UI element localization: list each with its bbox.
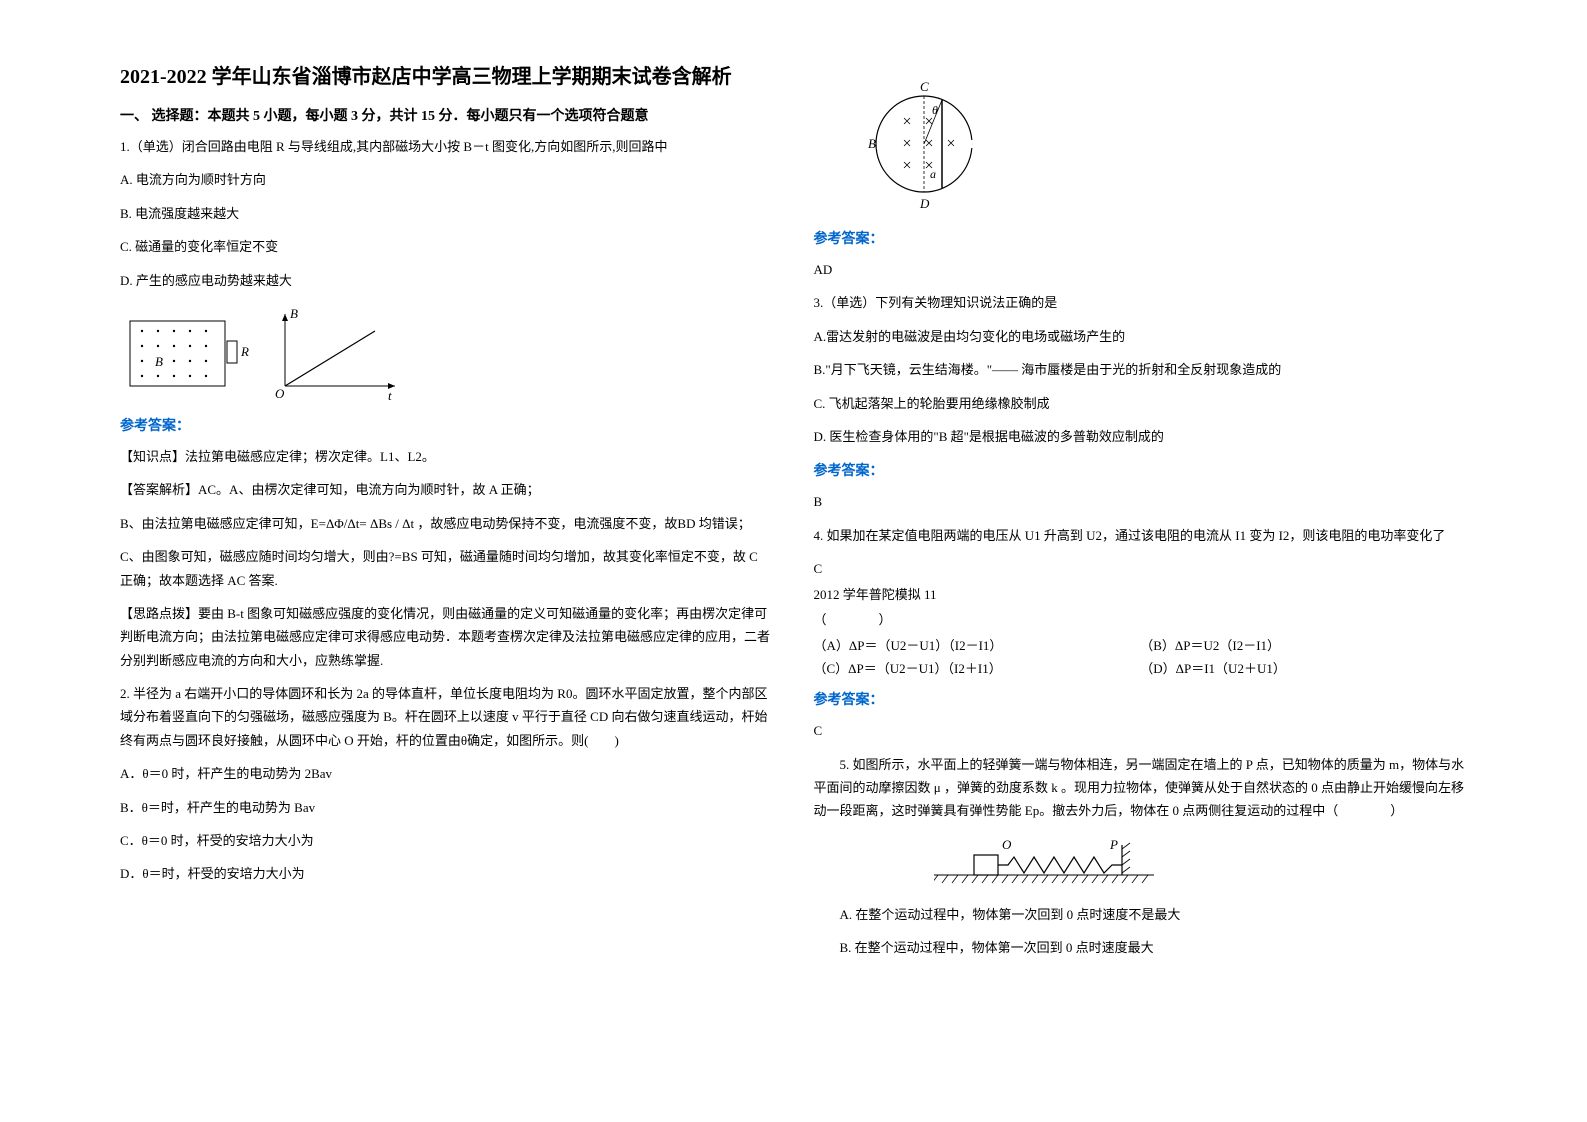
right-column: C D B θ a 参考答案： AD 3.（单选）下列有关物理知识说法正确的是 … (794, 60, 1488, 1082)
q4-optB: （B）ΔP＝U2（I2－I1） (1140, 635, 1467, 654)
q4-optC: （C）ΔP＝（U2－U1）（I2＋I1） (814, 658, 1141, 677)
r-label: R (240, 344, 249, 359)
spring-o-label: O (1002, 837, 1012, 852)
o-origin-label: O (275, 386, 285, 401)
theta-label: θ (932, 103, 938, 117)
q1-expl-p1: 【知识点】法拉第电磁感应定律；楞次定律。L1、L2。 (120, 445, 774, 468)
q5-figure: O P (934, 833, 1468, 893)
t-axis-label: t (388, 388, 392, 401)
q4-opts-row1: （A）ΔP＝（U2－U1）（I2－I1） （B）ΔP＝U2（I2－I1） (814, 635, 1468, 654)
b-field-label: B (868, 136, 876, 151)
q4-extra: C (814, 557, 1468, 580)
q3-answer-label: 参考答案： (814, 460, 1468, 480)
q4-answer-label: 参考答案： (814, 689, 1468, 709)
q3-optB: B."月下飞天镜，云生结海楼。"—— 海市蜃楼是由于光的折射和全反射现象造成的 (814, 358, 1468, 381)
q4-answer: C (814, 719, 1468, 742)
q1-optA: A. 电流方向为顺时针方向 (120, 168, 774, 191)
q2-answer: AD (814, 258, 1468, 281)
q5-optB: B. 在整个运动过程中，物体第一次回到 0 点时速度最大 (814, 936, 1468, 959)
section-heading: 一、 选择题：本题共 5 小题，每小题 3 分，共计 15 分．每小题只有一个选… (120, 105, 774, 125)
q4-opts-row2: （C）ΔP＝（U2－U1）（I2＋I1） （D）ΔP＝I1（U2＋U1） (814, 658, 1468, 677)
q5-optA: A. 在整个运动过程中，物体第一次回到 0 点时速度不是最大 (814, 903, 1468, 926)
q4-optD: （D）ΔP＝I1（U2＋U1） (1140, 658, 1467, 677)
q3-answer: B (814, 490, 1468, 513)
a-radius-label: a (930, 167, 936, 181)
q1-expl-p3: B、由法拉第电磁感应定律可知，E=ΔΦ/Δt= ΔBs / Δt ，故感应电动势… (120, 512, 774, 535)
q2-figure: C D B θ a (854, 74, 1468, 214)
q2-optB: B．θ＝时，杆产生的电动势为 Bav (120, 796, 774, 819)
b-axis-label: B (290, 306, 298, 321)
q3-optC: C. 飞机起落架上的轮胎要用绝缘橡胶制成 (814, 392, 1468, 415)
d-label: D (919, 196, 930, 211)
q1-figure: B R B O t (120, 306, 774, 401)
q2-stem: 2. 半径为 a 右端开小口的导体圆环和长为 2a 的导体直杆，单位长度电阻均为… (120, 682, 774, 752)
q2-optA: A．θ＝0 时，杆产生的电动势为 2Bav (120, 762, 774, 785)
q3-optA: A.雷达发射的电磁波是由均匀变化的电场或磁场产生的 (814, 325, 1468, 348)
q5-stem: 5. 如图所示，水平面上的轻弹簧一端与物体相连，另一端固定在墙上的 P 点，已知… (814, 753, 1468, 823)
q1-optB: B. 电流强度越来越大 (120, 202, 774, 225)
q2-optD: D．θ＝时，杆受的安培力大小为 (120, 862, 774, 885)
q1-optC: C. 磁通量的变化率恒定不变 (120, 235, 774, 258)
q2-optC: C．θ＝0 时，杆受的安培力大小为 (120, 829, 774, 852)
spring-p-label: P (1109, 837, 1118, 852)
q3-optD: D. 医生检查身体用的"B 超"是根据电磁波的多普勒效应制成的 (814, 425, 1468, 448)
left-column: 2021-2022 学年山东省淄博市赵店中学高三物理上学期期末试卷含解析 一、 … (100, 60, 794, 1082)
q1-answer-label: 参考答案： (120, 415, 774, 435)
q1-optD: D. 产生的感应电动势越来越大 (120, 269, 774, 292)
q4-paren: （ ） (814, 608, 1468, 631)
q1-expl-p5: 【思路点拨】要由 B-t 图象可知磁感应强度的变化情况，则由磁通量的定义可知磁通… (120, 602, 774, 672)
q4-optA: （A）ΔP＝（U2－U1）（I2－I1） (814, 635, 1141, 654)
c-label: C (920, 79, 929, 94)
q4-stem: 4. 如果加在某定值电阻两端的电压从 U1 升高到 U2，通过该电阻的电流从 I… (814, 524, 1468, 547)
page-title: 2021-2022 学年山东省淄博市赵店中学高三物理上学期期末试卷含解析 (120, 60, 774, 89)
q4-year: 2012 学年普陀模拟 11 (814, 583, 1468, 606)
q1-expl-p4: C、由图象可知，磁感应随时间均匀增大，则由?=BS 可知，磁通量随时间均匀增加，… (120, 545, 774, 592)
b-dot-label: B (155, 354, 163, 369)
q1-stem: 1.（单选）闭合回路由电阻 R 与导线组成,其内部磁场大小按 B－t 图变化,方… (120, 135, 774, 158)
q2-answer-label: 参考答案： (814, 228, 1468, 248)
q3-stem: 3.（单选）下列有关物理知识说法正确的是 (814, 291, 1468, 314)
q1-expl-p2: 【答案解析】AC。A、由楞次定律可知，电流方向为顺时针，故 A 正确； (120, 478, 774, 501)
